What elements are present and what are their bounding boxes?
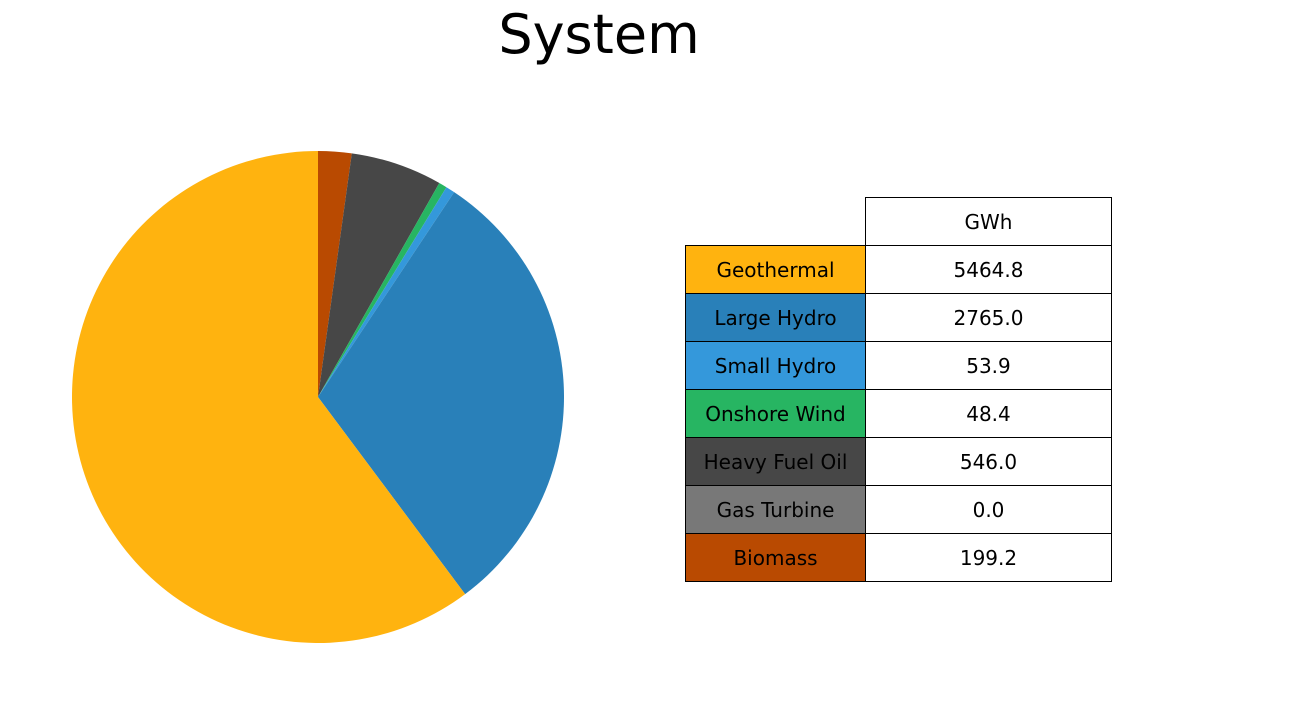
- row-value-small-hydro: 53.9: [865, 341, 1112, 390]
- pie-slice-geothermal: [72, 151, 466, 643]
- table-row-geothermal: Geothermal 5464.8: [685, 245, 1112, 294]
- row-label-large-hydro: Large Hydro: [685, 293, 866, 342]
- row-label-heavy-fuel-oil: Heavy Fuel Oil: [685, 437, 866, 486]
- table-row-gas-turbine: Gas Turbine 0.0: [685, 485, 1112, 534]
- pie-slice-heavy-fuel-oil: [318, 153, 440, 397]
- row-value-gas-turbine: 0.0: [865, 485, 1112, 534]
- row-value-onshore-wind: 48.4: [865, 389, 1112, 438]
- table-header-row: GWh: [686, 197, 1112, 246]
- row-value-biomass: 199.2: [865, 533, 1112, 582]
- table-row-small-hydro: Small Hydro 53.9: [685, 341, 1112, 390]
- row-label-small-hydro: Small Hydro: [685, 341, 866, 390]
- table-row-onshore-wind: Onshore Wind 48.4: [685, 389, 1112, 438]
- pie-slice-biomass: [318, 151, 352, 397]
- row-label-biomass: Biomass: [685, 533, 866, 582]
- row-value-large-hydro: 2765.0: [865, 293, 1112, 342]
- table-row-heavy-fuel-oil: Heavy Fuel Oil 546.0: [685, 437, 1112, 486]
- pie-slice-onshore-wind: [318, 183, 447, 397]
- legend-table: GWh Geothermal 5464.8 Large Hydro 2765.0 Sma…: [685, 197, 1112, 582]
- row-label-onshore-wind: Onshore Wind: [685, 389, 866, 438]
- pie-chart: [72, 151, 564, 643]
- row-label-geothermal: Geothermal: [685, 245, 866, 294]
- table-row-biomass: Biomass 199.2: [685, 533, 1112, 582]
- row-value-heavy-fuel-oil: 546.0: [865, 437, 1112, 486]
- row-value-geothermal: 5464.8: [865, 245, 1112, 294]
- pie-slice-large-hydro: [318, 192, 564, 595]
- table-row-large-hydro: Large Hydro 2765.0: [685, 293, 1112, 342]
- row-label-gas-turbine: Gas Turbine: [685, 485, 866, 534]
- table-corner: [686, 198, 866, 246]
- pie-slice-small-hydro: [318, 187, 455, 397]
- table-header-gwh: GWh: [865, 197, 1112, 246]
- chart-title: System: [498, 3, 700, 66]
